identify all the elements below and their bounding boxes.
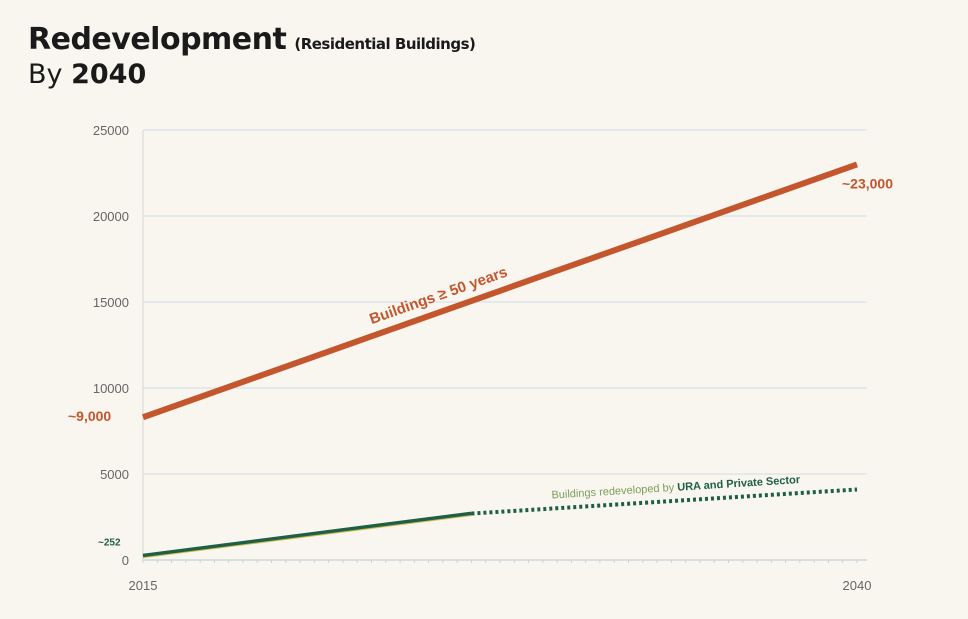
chart-title-line: Redevelopment (Residential Buildings)	[28, 22, 476, 57]
title-block: Redevelopment (Residential Buildings) By …	[28, 22, 476, 90]
series-line-buildings-50-years	[141, 161, 859, 421]
grid	[142, 129, 867, 563]
y-tick-label: 0	[122, 553, 129, 568]
y-axis-ticks: 0 5000 10000 15000 20000 25000	[93, 123, 129, 568]
chart-title: Redevelopment	[28, 22, 287, 57]
series-label-redeveloped-bold: URA and Private Sector	[677, 474, 801, 494]
chart-subtitle: (Residential Buildings)	[294, 35, 476, 53]
series-label-redeveloped: Buildings redeveloped by URA and Private…	[551, 474, 801, 502]
x-tick-label: 2040	[843, 578, 872, 593]
y-tick-label: 10000	[93, 381, 129, 396]
chart-title-by: By	[28, 59, 63, 90]
series-line-redeveloped-underlay	[142, 514, 472, 559]
start-value-label: ~9,000	[68, 408, 111, 424]
x-axis-ticks: 2015 2040	[129, 578, 872, 593]
x-tick-label: 2015	[129, 578, 158, 593]
series-label-redeveloped-prefix: Buildings redeveloped by	[551, 482, 677, 502]
series-line-redeveloped	[142, 511, 472, 558]
series-line-redeveloped-projected	[471, 487, 858, 516]
chart-title-year-line: By 2040	[28, 59, 475, 90]
y-tick-label: 20000	[93, 209, 129, 224]
chart-title-year: 2040	[71, 59, 147, 90]
end-value-label: ~23,000	[842, 175, 893, 191]
y-tick-label: 15000	[93, 295, 129, 310]
series-group	[141, 161, 859, 559]
y-tick-label: 5000	[100, 467, 129, 482]
y-tick-label: 25000	[93, 123, 129, 138]
start-value-label-green: ~252	[98, 538, 121, 549]
